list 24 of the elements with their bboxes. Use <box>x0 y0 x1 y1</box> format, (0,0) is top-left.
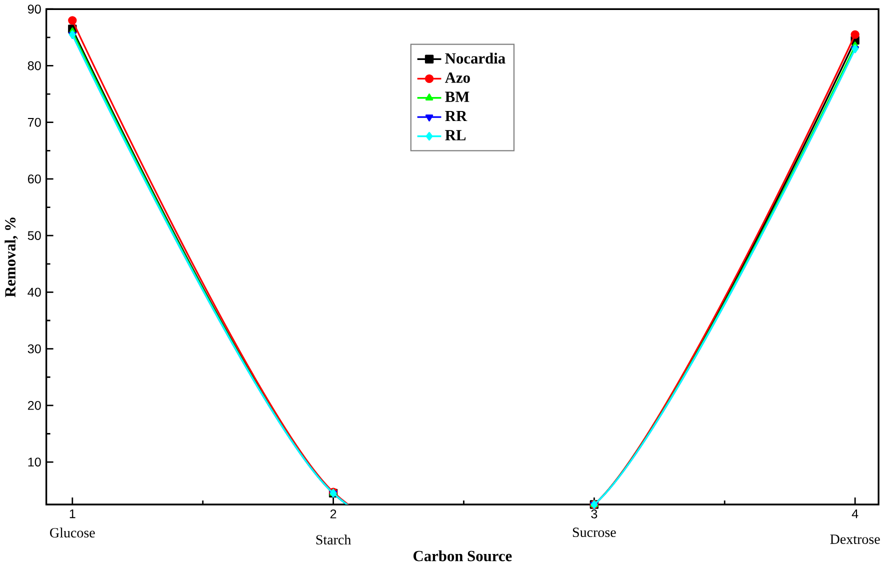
y-tick-label: 10 <box>28 458 41 467</box>
text: Sucrose <box>572 528 616 538</box>
legend-label: Azo <box>445 72 470 83</box>
x-tick-label: 4 <box>852 509 858 518</box>
text: Glucose <box>50 528 95 538</box>
y-tick-label: 80 <box>28 61 41 70</box>
legend-label: Nocardia <box>445 52 506 64</box>
y-tick-label: 70 <box>28 118 41 127</box>
text: Dextrose <box>830 534 880 544</box>
y-axis-title: Removal, % <box>4 218 18 298</box>
x-tick-label: 1 <box>70 509 76 518</box>
y-tick-label: 20 <box>28 401 41 410</box>
x-tick-label: 3 <box>591 509 598 518</box>
y-tick-label: 90 <box>28 4 41 14</box>
x-axis-title: Carbon Source <box>413 550 512 562</box>
y-tick-label: 30 <box>28 344 41 354</box>
legend-label: BM <box>445 92 470 102</box>
text: Starch <box>316 534 351 545</box>
y-tick-label: 50 <box>28 231 41 240</box>
legend-label: RL <box>445 130 466 140</box>
y-tick-label: 40 <box>28 288 41 297</box>
x-tick-label: 2 <box>330 509 336 518</box>
legend-label: RR <box>445 111 468 122</box>
y-tick-label: 60 <box>28 174 41 184</box>
